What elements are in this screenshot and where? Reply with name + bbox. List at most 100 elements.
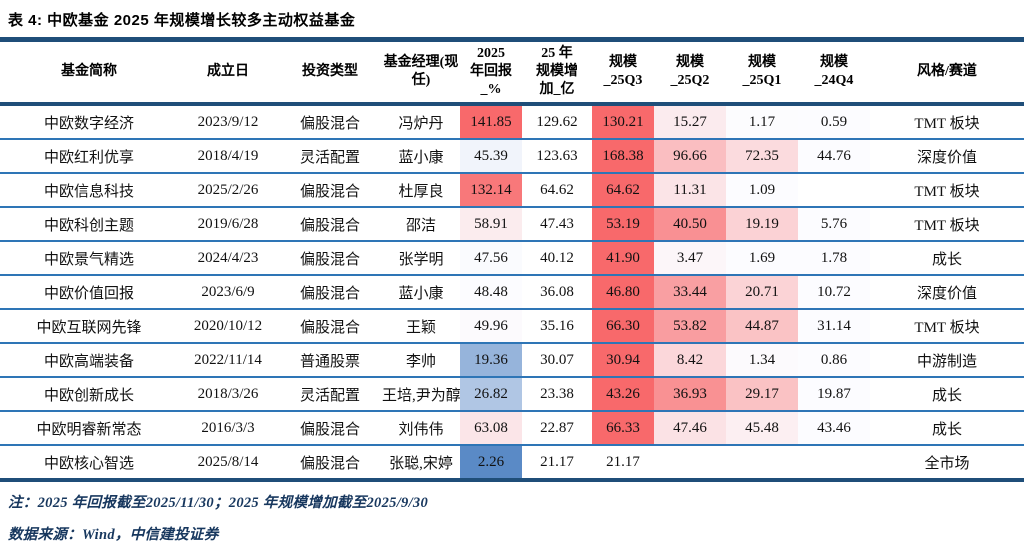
cell: 15.27: [654, 104, 726, 139]
cell: 19.19: [726, 206, 798, 241]
footnotes: 注：2025 年回报截至2025/11/30；2025 年规模增加截至2025/…: [0, 482, 1024, 544]
cell: 0.59: [798, 104, 870, 139]
cell: 0.86: [798, 342, 870, 377]
cell: 64.62: [522, 172, 592, 207]
cell: 偏股混合: [278, 444, 382, 480]
cell: 2023/9/12: [197, 113, 259, 130]
cell: 2024/4/23: [178, 240, 278, 275]
cell: 深度价值: [870, 138, 1024, 173]
cell: 19.87: [798, 376, 870, 411]
cell: 成长: [870, 240, 1024, 275]
cell: [726, 444, 798, 480]
cell: 36.08: [522, 274, 592, 309]
table-row: 中欧互联网先锋 2020/10/12 偏股混合 王颖 49.96 35.16 66.30 53…: [0, 308, 1024, 343]
cell: 58.91: [460, 206, 522, 241]
cell: 2023/6/9: [178, 274, 278, 309]
cell: 23.38: [522, 376, 592, 411]
cell: 2025/2/26: [178, 172, 278, 207]
cell: 22.87: [522, 410, 592, 445]
note-data-source: 数据来源：Wind，中信建投证券: [8, 527, 219, 543]
table-body: 中欧数字经济 2023/9/12 偏股混合 冯炉丹 141.85 129.62 130.21…: [0, 104, 1024, 480]
table-row: 中欧景气精选 2024/4/23 偏股混合 张学明 47.56 40.12 41.90 3.4…: [0, 240, 1024, 275]
cell: 21.17: [522, 444, 592, 480]
cell: 中欧信息科技: [0, 172, 178, 207]
column-header-0: 基金简称: [0, 39, 178, 106]
cell: 中欧互联网先锋: [0, 308, 178, 343]
cell: 中欧高端装备: [0, 342, 178, 377]
cell: [798, 444, 870, 480]
cell: 49.96: [460, 308, 522, 343]
cell: 中游制造: [870, 342, 1024, 377]
cell: 杜厚良: [382, 172, 460, 207]
cell: 中欧红利优享: [0, 138, 178, 173]
cell: 2022/11/14: [178, 342, 278, 377]
cell: 成长: [870, 410, 1024, 445]
note-cutoff-dates: 注：2025 年回报截至2025/11/30；2025 年规模增加截至2025/…: [8, 495, 429, 511]
cell: [654, 444, 726, 480]
cell: 72.35: [726, 138, 798, 173]
table-row: 中欧信息科技 2025/2/26 偏股混合 杜厚良 132.14 64.62 64.62 11…: [0, 172, 1024, 207]
cell: 45.48: [726, 410, 798, 445]
cell: 中欧科创主题: [0, 206, 178, 241]
cell: TMT 板块: [870, 308, 1024, 343]
cell: 蓝小康: [382, 274, 460, 309]
cell: 44.87: [726, 308, 798, 343]
cell: 中欧价值回报: [0, 274, 178, 309]
cell: 30.07: [522, 342, 592, 377]
cell: 偏股混合: [278, 308, 382, 343]
cell: 2.26: [460, 444, 522, 480]
cell: 43.46: [798, 410, 870, 445]
cell: 中欧景气精选: [0, 240, 178, 275]
cell: 中欧数字经济: [43, 115, 134, 132]
cell: 123.63: [522, 138, 592, 173]
cell: 96.66: [654, 138, 726, 173]
header-row: 基金简称 成立日 投资类型 基金经理(现 任) 2025 年回报 _% 25 年 规模增 …: [0, 39, 1024, 106]
cell: 深度价值: [870, 274, 1024, 309]
cell: 33.44: [654, 274, 726, 309]
column-header-3: 基金经理(现 任): [382, 39, 460, 106]
cell: 48.48: [460, 274, 522, 309]
cell: 132.14: [460, 172, 522, 207]
cell: TMT 板块: [914, 115, 980, 132]
column-header-7: 规模 _25Q2: [654, 39, 726, 106]
cell: 普通股票: [278, 342, 382, 377]
table-row: 中欧数字经济 2023/9/12 偏股混合 冯炉丹 141.85 129.62 130.21…: [0, 104, 1024, 139]
cell: 王颖: [382, 308, 460, 343]
cell: 11.31: [654, 172, 726, 207]
cell: 刘伟伟: [382, 410, 460, 445]
cell: 1.69: [726, 240, 798, 275]
cell: 130.21: [592, 104, 654, 139]
cell: 43.26: [592, 376, 654, 411]
cell: 2018/3/26: [178, 376, 278, 411]
cell: 1.78: [798, 240, 870, 275]
cell: 蓝小康: [382, 138, 460, 173]
cell: 66.33: [592, 410, 654, 445]
cell: 30.94: [592, 342, 654, 377]
column-header-5: 25 年 规模增 加_亿: [522, 39, 592, 106]
cell: 张学明: [382, 240, 460, 275]
column-header-10: 风格/赛道: [870, 39, 1024, 106]
cell: 47.46: [654, 410, 726, 445]
table-row: 中欧价值回报 2023/6/9 偏股混合 蓝小康 48.48 36.08 46.80 33.4…: [0, 274, 1024, 309]
cell: 141.85: [460, 104, 522, 139]
cell: 邵洁: [382, 206, 460, 241]
column-header-1: 成立日: [178, 39, 278, 106]
cell: 王培,尹为醇: [382, 376, 460, 411]
column-header-8: 规模 _25Q1: [726, 39, 798, 106]
cell: 40.50: [654, 206, 726, 241]
cell: 偏股混合: [278, 410, 382, 445]
cell: 成长: [870, 376, 1024, 411]
cell: 偏股混合: [278, 206, 382, 241]
table-row: 中欧核心智选 2025/8/14 偏股混合 张聪,宋婷 2.26 21.17 21.17 全市…: [0, 444, 1024, 480]
cell: 36.93: [654, 376, 726, 411]
cell: [798, 172, 870, 207]
cell: 冯炉丹: [398, 115, 444, 132]
cell: 偏股混合: [278, 274, 382, 309]
cell: 20.71: [726, 274, 798, 309]
cell: 53.19: [592, 206, 654, 241]
cell: TMT 板块: [870, 206, 1024, 241]
cell: 灵活配置: [278, 376, 382, 411]
cell: 31.14: [798, 308, 870, 343]
cell: 偏股混合: [299, 115, 360, 132]
